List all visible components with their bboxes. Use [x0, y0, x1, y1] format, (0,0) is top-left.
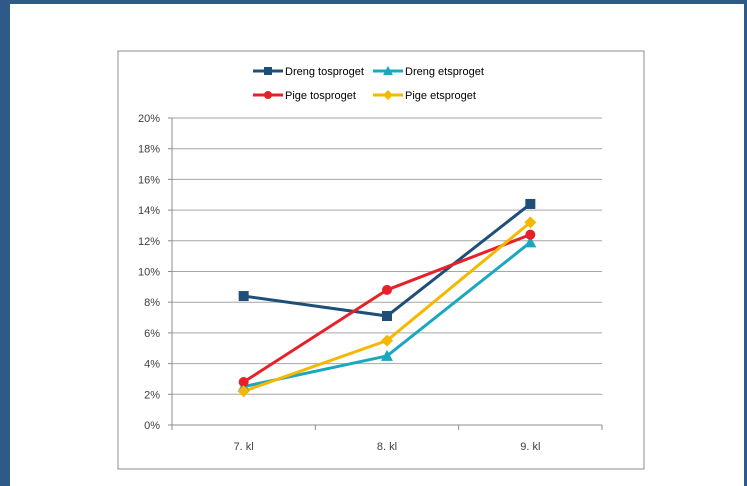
legend-label: Dreng tosproget [285, 66, 364, 78]
data-point [237, 385, 250, 398]
gridlines [172, 117, 602, 395]
legend-marker [264, 67, 272, 75]
legend-marker [383, 90, 393, 100]
y-tick-label: 10% [138, 267, 160, 279]
x-tick-label: 7. kl [234, 441, 254, 453]
legend-label: Pige tosproget [285, 90, 356, 102]
x-axis-tick-labels: 7. kl 8. kl 9. kl [234, 441, 541, 453]
y-tick-label: 16% [138, 174, 160, 186]
data-point [238, 291, 249, 302]
legend-marker [264, 91, 272, 99]
legend-label: Dreng etsproget [405, 66, 484, 78]
legend-marker [383, 66, 393, 75]
legend: Dreng tosproget Dreng etsproget Pige tospr… [253, 66, 484, 102]
data-point [238, 377, 249, 388]
data-point [382, 284, 392, 295]
data-point [381, 334, 393, 347]
y-tick-label: 8% [144, 297, 160, 309]
y-tick-label: 20% [138, 113, 160, 125]
x-tick-label: 8. kl [377, 441, 397, 453]
y-tick-label: 0% [144, 420, 160, 432]
series-markers [237, 198, 537, 398]
y-axis-tick-labels: 0% 2% 4% 6% 8% 10% 12% 14% 16% 18% 20% [138, 113, 160, 432]
data-point [382, 311, 392, 322]
data-point [525, 198, 536, 209]
y-tick-label: 2% [144, 389, 160, 401]
data-point [381, 349, 393, 361]
y-tick-label: 12% [138, 236, 160, 248]
y-tick-label: 14% [138, 205, 160, 217]
data-point [524, 236, 537, 248]
axes [168, 117, 603, 430]
data-point [525, 229, 536, 240]
legend-label: Pige etsproget [405, 90, 476, 102]
y-tick-label: 6% [144, 328, 160, 340]
data-point [524, 216, 537, 229]
y-tick-label: 18% [138, 144, 160, 156]
x-tick-label: 9. kl [520, 441, 540, 453]
chart-area-border [117, 50, 645, 470]
y-tick-label: 4% [144, 359, 160, 371]
